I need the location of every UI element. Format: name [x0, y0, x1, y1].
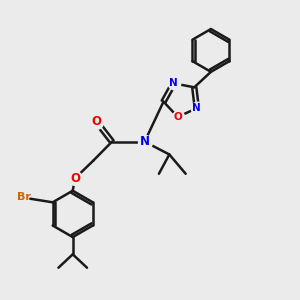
Text: N: N [140, 135, 150, 148]
Text: N: N [169, 78, 178, 88]
Text: Br: Br [17, 192, 31, 202]
Text: N: N [192, 103, 201, 113]
Text: O: O [173, 112, 182, 122]
Text: O: O [92, 115, 101, 128]
Text: O: O [70, 172, 80, 185]
